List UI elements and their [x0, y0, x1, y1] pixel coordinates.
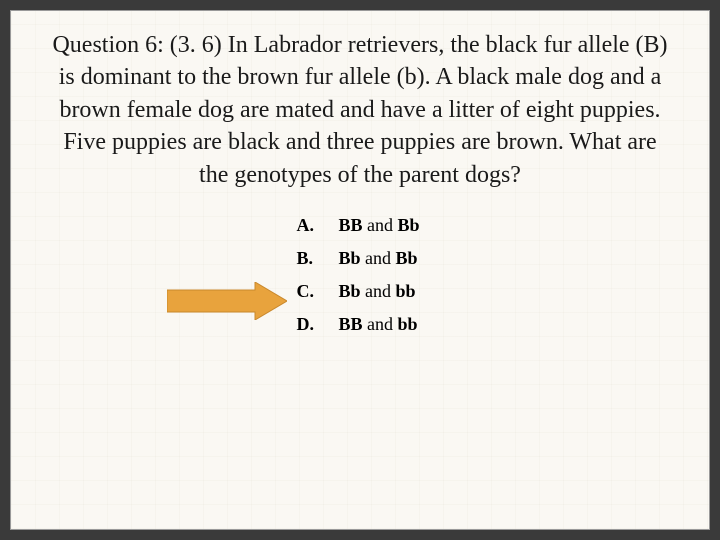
separator: and [361, 248, 396, 268]
genotype-2: Bb [397, 215, 419, 235]
option-letter: A. [286, 209, 328, 242]
option-letter: D. [286, 308, 328, 341]
separator: and [362, 215, 397, 235]
genotype-1: BB [338, 314, 362, 334]
option-letter: B. [286, 242, 328, 275]
arrow-shape [167, 282, 287, 320]
genotype-2: bb [397, 314, 417, 334]
option-letter: C. [286, 275, 328, 308]
option-row: B. Bb and Bb [286, 242, 433, 275]
separator: and [361, 281, 396, 301]
answer-arrow [167, 282, 287, 320]
separator: and [362, 314, 397, 334]
option-row: D. BB and bb [286, 308, 433, 341]
answer-options: A. BB and Bb B. Bb and Bb C. Bb and bb D… [286, 209, 433, 341]
genotype-2: Bb [396, 248, 418, 268]
question-text: Question 6: (3. 6) In Labrador retriever… [47, 29, 673, 191]
genotype-1: Bb [338, 248, 360, 268]
slide: Question 6: (3. 6) In Labrador retriever… [10, 10, 710, 530]
genotype-1: BB [338, 215, 362, 235]
option-text: Bb and Bb [328, 242, 433, 275]
genotype-1: Bb [338, 281, 360, 301]
option-text: Bb and bb [328, 275, 433, 308]
option-row: C. Bb and bb [286, 275, 433, 308]
option-row: A. BB and Bb [286, 209, 433, 242]
option-text: BB and bb [328, 308, 433, 341]
genotype-2: bb [396, 281, 416, 301]
answers-area: A. BB and Bb B. Bb and Bb C. Bb and bb D… [47, 209, 673, 341]
option-text: BB and Bb [328, 209, 433, 242]
